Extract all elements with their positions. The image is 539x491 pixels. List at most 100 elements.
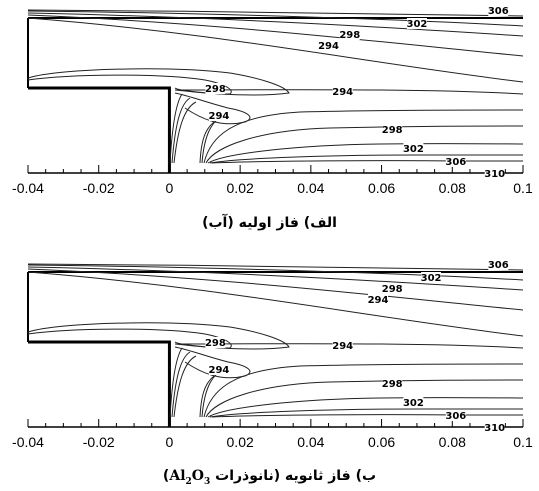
contour-line: [27, 268, 524, 311]
contour-lines: [27, 9, 524, 164]
x-tick-label: 0.08: [439, 180, 466, 196]
contour-label-bg: [382, 378, 403, 389]
contour-line: [169, 93, 183, 164]
contour-label-bg: [403, 397, 424, 408]
x-tick-label: -0.02: [83, 434, 115, 450]
contour-line: [199, 121, 215, 164]
contour-line: [205, 125, 524, 164]
contour-label-bg: [332, 340, 353, 351]
contour-line: [203, 109, 524, 164]
contour-line: [27, 10, 524, 27]
contour-label: 306: [445, 411, 466, 422]
contour-label-bg: [208, 110, 229, 121]
contour-label-bg: [406, 18, 427, 29]
contour-label-bg: [318, 40, 339, 51]
contour-line: [27, 271, 524, 337]
step-wall: [28, 86, 171, 173]
contour-label: 310: [484, 169, 505, 180]
contour-line: [207, 397, 524, 418]
contour-label-bg: [488, 259, 509, 270]
contour-label-bg: [484, 168, 505, 179]
contour-line: [27, 17, 524, 83]
x-tick-label: -0.04: [12, 180, 44, 196]
contour-label: 306: [488, 260, 509, 271]
contour-label: 302: [406, 19, 427, 30]
contour-label-bg: [484, 422, 505, 433]
contour-label-bg: [208, 364, 229, 375]
panel-a-initial-phase: -0.04 -0.02 0 0.02 0.04 0.06 0.08 0.13063022982…: [12, 5, 533, 196]
contour-line: [207, 143, 524, 164]
contour-label-bg: [332, 86, 353, 97]
contour-line: [171, 351, 191, 418]
contour-line: [209, 154, 523, 164]
contour-label: 298: [339, 30, 360, 41]
contour-line: [27, 74, 232, 95]
x-tick-label: 0.02: [227, 180, 254, 196]
contour-label-bg: [445, 156, 466, 167]
x-tick-label: 0: [166, 180, 174, 196]
contour-label: 294: [208, 365, 229, 376]
contour-label: 298: [382, 284, 403, 295]
contour-label: 302: [421, 273, 442, 284]
contour-label: 302: [403, 144, 424, 155]
x-tick-label: 0.04: [297, 434, 324, 450]
x-tick-label: 0: [166, 434, 174, 450]
contour-line: [199, 375, 215, 418]
x-tick-label: 0.06: [368, 180, 395, 196]
contour-line: [211, 414, 523, 418]
contour-line: [203, 363, 524, 418]
contour-label: 294: [332, 341, 353, 352]
contour-label: 294: [332, 87, 353, 98]
contour-label: 306: [445, 157, 466, 168]
x-tick-label: 0.1: [513, 180, 533, 196]
contour-label-bg: [488, 5, 509, 16]
contour-line: [27, 12, 524, 37]
contour-label: 306: [488, 6, 509, 17]
contour-label-bg: [368, 294, 389, 305]
contour-label: 298: [205, 84, 226, 95]
contour-line: [205, 379, 524, 418]
x-tick-label: -0.02: [83, 180, 115, 196]
x-tick-label: 0.04: [297, 180, 324, 196]
contour-label: 310: [484, 423, 505, 434]
contour-label-bg: [205, 83, 226, 94]
contour-label: 298: [382, 379, 403, 390]
contour-line: [27, 68, 290, 96]
contour-label-bg: [382, 283, 403, 294]
contour-line: [209, 408, 523, 418]
contour-label: 294: [368, 295, 389, 306]
caption-a: الف) فاز اولیه (آب): [202, 215, 337, 231]
contour-label-bg: [403, 143, 424, 154]
contour-line: [171, 97, 191, 164]
contour-line: [27, 9, 524, 17]
x-tick-label: 0.1: [513, 434, 533, 450]
panel-b-secondary-phase: -0.04 -0.02 0 0.02 0.04 0.06 0.08 0.13063022982…: [12, 259, 533, 450]
contour-line: [173, 355, 197, 418]
contour-line: [173, 101, 197, 164]
contour-label: 294: [318, 41, 339, 52]
contour-line: [169, 347, 183, 418]
contour-label: 302: [403, 398, 424, 409]
contour-label-bg: [382, 124, 403, 135]
contour-label: 294: [208, 111, 229, 122]
x-tick-label: 0.06: [368, 434, 395, 450]
step-wall: [28, 340, 171, 427]
contour-line: [27, 263, 524, 271]
x-tick-label: -0.04: [12, 434, 44, 450]
contour-line: [27, 328, 232, 349]
contour-line: [27, 264, 524, 281]
contour-line: [27, 266, 524, 291]
contour-line: [27, 322, 290, 350]
x-tick-label: 0.02: [227, 434, 254, 450]
contour-line: [211, 160, 523, 164]
contour-label-bg: [205, 337, 226, 348]
x-tick-label: 0.08: [439, 434, 466, 450]
contour-label: 298: [205, 338, 226, 349]
contour-label-bg: [445, 410, 466, 421]
contour-label-bg: [339, 29, 360, 40]
caption-b: ب) فاز ثانویه (نانوذرات Al2O3): [162, 468, 377, 487]
contour-label: 298: [382, 125, 403, 136]
contour-line: [27, 14, 524, 57]
contour-label-bg: [421, 272, 442, 283]
